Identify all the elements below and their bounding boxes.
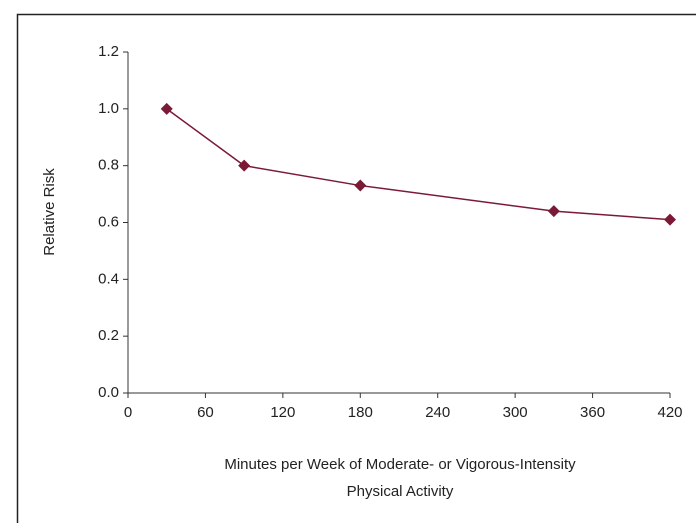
y-tick-label: 1.2 <box>98 43 119 60</box>
x-tick-label: 60 <box>197 404 214 421</box>
y-tick-label: 1.0 <box>98 100 119 117</box>
x-tick-label: 120 <box>270 404 295 421</box>
marker <box>664 213 676 226</box>
y-tick-label: 0.8 <box>98 157 119 174</box>
x-tick-label: 420 <box>657 404 682 421</box>
y-axis-label: Relative Risk <box>41 168 58 256</box>
y-tick-label: 0.6 <box>98 213 119 230</box>
y-tick-label: 0.2 <box>98 327 119 344</box>
x-tick-label: 0 <box>124 404 132 421</box>
marker <box>238 159 251 172</box>
frame <box>16 13 696 523</box>
marker <box>547 205 560 218</box>
y-tick-label: 0.4 <box>98 270 119 287</box>
marker <box>354 179 367 192</box>
x-tick-label: 240 <box>425 404 450 421</box>
x-tick-label: 300 <box>503 404 528 421</box>
x-tick-label: 360 <box>580 404 605 421</box>
x-tick-label: 180 <box>348 404 373 421</box>
x-axis-label: Minutes per Week of Moderate- or Vigorou… <box>224 456 576 473</box>
marker <box>160 102 173 115</box>
y-tick-label: 0.0 <box>98 384 119 401</box>
x-axis-label: Physical Activity <box>347 483 454 500</box>
